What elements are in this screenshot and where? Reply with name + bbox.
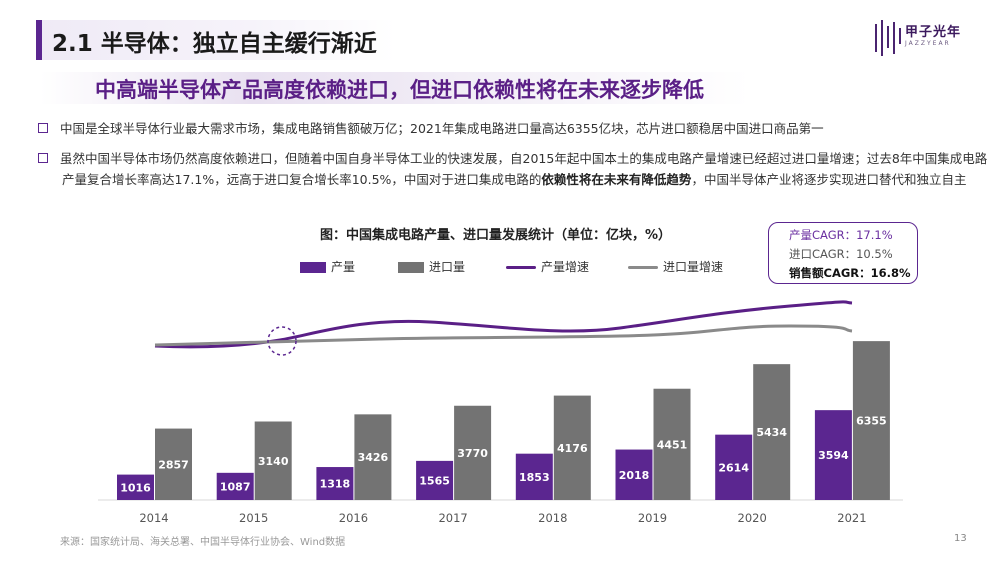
subtitle-band: [40, 72, 750, 104]
legend-import-growth: 进口量增速: [628, 258, 723, 275]
legend-import: 进口量: [398, 258, 465, 275]
bar-import-2014: [155, 428, 192, 500]
bar-import-2019: [653, 388, 691, 500]
cagr-production: 产量CAGR：17.1%: [789, 228, 893, 242]
bar-production-2016: [316, 467, 354, 500]
bullet-square-icon: [38, 152, 48, 163]
legend-swatch-production: [300, 262, 326, 273]
line-production-growth: [154, 300, 853, 349]
cagr-box: 产量CAGR：17.1% 进口CAGR：10.5% 销售额CAGR：16.8%: [768, 222, 918, 284]
bar-production-2018: [515, 453, 553, 500]
line-import-growth: [154, 324, 853, 347]
page-number: 13: [954, 533, 967, 544]
legend-label-import: 进口量: [429, 260, 466, 274]
x-tick-2017: 2017: [438, 511, 467, 525]
legend-swatch-import: [398, 262, 424, 273]
bar-import-2015: [254, 421, 292, 500]
bar-production-2015: [216, 472, 254, 500]
data-label-import-2017: 3770: [457, 447, 488, 460]
bullet-text-1: 中国是全球半导体行业最大需求市场，集成电路销售额破万亿；2021年集成电路进口量…: [60, 121, 824, 136]
x-tick-2014: 2014: [139, 511, 168, 525]
data-label-import-2015: 3140: [258, 455, 289, 468]
data-label-production-2017: 1565: [419, 474, 450, 487]
legend-production-growth: 产量增速: [506, 258, 589, 275]
bullet-point-2: 虽然中国半导体市场仍然高度依赖进口，但随着中国自身半导体工业的快速发展，自201…: [38, 148, 992, 190]
legend-label-production: 产量: [331, 260, 356, 274]
bar-import-2017: [454, 405, 492, 500]
chart-title: 图：中国集成电路产量、进口量发展统计（单位：亿块，%）: [320, 228, 672, 243]
bar-import-2016: [354, 414, 392, 500]
legend-label-production-growth: 产量增速: [541, 260, 590, 274]
title-bar: [36, 20, 396, 60]
data-label-production-2016: 1318: [320, 478, 351, 491]
bar-production-2021: [814, 410, 852, 500]
legend-swatch-import-growth: [628, 266, 658, 269]
bar-import-2018: [553, 395, 591, 500]
x-tick-2018: 2018: [538, 511, 567, 525]
x-tick-2019: 2019: [638, 511, 667, 525]
brand-logo-icon: [875, 20, 901, 56]
legend-label-import-growth: 进口量增速: [663, 260, 724, 274]
x-tick-2021: 2021: [837, 511, 866, 525]
logo-text: 甲子光年: [905, 25, 962, 40]
data-label-production-2015: 1087: [220, 480, 251, 493]
legend-swatch-production-growth: [506, 266, 536, 269]
bar-production-2019: [615, 449, 653, 500]
bullet-point-1: 中国是全球半导体行业最大需求市场，集成电路销售额破万亿；2021年集成电路进口量…: [38, 118, 968, 139]
bar-production-2014: [117, 474, 154, 500]
data-label-import-2018: 4176: [557, 442, 588, 455]
data-label-production-2020: 2614: [718, 461, 749, 474]
data-label-production-2019: 2018: [619, 469, 650, 482]
cagr-import: 进口CAGR：10.5%: [789, 247, 893, 261]
data-label-import-2021: 6355: [856, 415, 887, 428]
data-label-import-2019: 4451: [657, 438, 688, 451]
bar-import-2020: [753, 364, 791, 500]
crossover-highlight-circle: [267, 326, 297, 356]
bullet-text-2b: ，中国半导体产业将逐步实现进口替代和独立自主: [691, 172, 967, 187]
data-label-import-2014: 2857: [158, 458, 189, 471]
data-label-production-2021: 3594: [818, 449, 849, 462]
page-title: 2.1 半导体：独立自主缓行渐近: [52, 31, 377, 57]
title-accent-bar: [36, 20, 42, 60]
x-tick-2016: 2016: [339, 511, 368, 525]
x-tick-2020: 2020: [738, 511, 767, 525]
legend-production: 产量: [300, 258, 355, 275]
bullet-text-2-bold: 依赖性将在未来有降低趋势: [541, 172, 692, 187]
bar-production-2017: [416, 460, 454, 500]
data-label-production-2014: 1016: [120, 481, 151, 494]
bullet-square-icon: [38, 122, 48, 133]
slide-subtitle: 中高端半导体产品高度依赖进口，但进口依赖性将在未来逐步降低: [95, 78, 704, 102]
source-note: 来源：国家统计局、海关总署、中国半导体行业协会、Wind数据: [60, 537, 346, 548]
x-tick-2015: 2015: [239, 511, 268, 525]
data-label-production-2018: 1853: [519, 471, 550, 484]
bar-import-2021: [852, 341, 890, 500]
bar-production-2020: [715, 434, 753, 500]
cagr-sales: 销售额CAGR：16.8%: [789, 266, 911, 280]
data-label-import-2016: 3426: [358, 451, 389, 464]
data-label-import-2020: 5434: [756, 426, 787, 439]
logo-subtext: JAZZYEAR: [905, 40, 951, 47]
bullet-text-2a: 虽然中国半导体市场仍然高度依赖进口，但随着中国自身半导体工业的快速发展，自201…: [60, 151, 988, 187]
